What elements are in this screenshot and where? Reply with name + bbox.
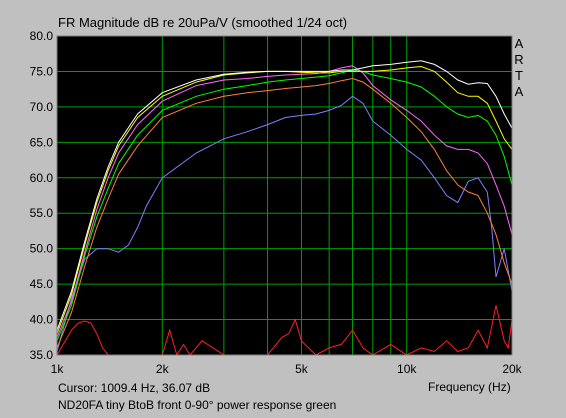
x-tick-label: 20k <box>502 362 522 376</box>
series-line <box>57 95 512 352</box>
cursor-readout: Cursor: 1009.4 Hz, 36.07 dB <box>58 381 211 395</box>
series-line <box>57 65 512 338</box>
y-tick-label: 60.0 <box>30 171 54 185</box>
y-tick-label: 40.0 <box>30 313 54 327</box>
series-line <box>57 69 512 341</box>
plot-background <box>57 36 512 355</box>
x-tick-label: 10k <box>397 362 417 376</box>
x-tick-label: 1k <box>51 362 65 376</box>
plot-border <box>56 35 513 356</box>
y-tick-label: 75.0 <box>30 64 54 78</box>
chart-caption: ND20FA tiny BtoB front 0-90° power respo… <box>58 398 337 412</box>
y-tick-label: 35.0 <box>30 348 54 362</box>
y-tick-label: 65.0 <box>30 135 54 149</box>
x-tick-label: 5k <box>295 362 309 376</box>
brand-logo: A R T A <box>514 36 524 100</box>
series-line <box>57 60 512 331</box>
y-tick-label: 50.0 <box>30 242 54 256</box>
brand-letter: A <box>514 84 524 99</box>
brand-letter: R <box>514 52 524 67</box>
brand-letter: A <box>514 36 524 51</box>
y-tick-label: 70.0 <box>30 100 54 114</box>
chart-title: FR Magnitude dB re 20uPa/V (smoothed 1/2… <box>58 15 348 30</box>
series-line <box>57 65 512 334</box>
series-group <box>57 60 512 355</box>
x-tick-label: 2k <box>156 362 170 376</box>
y-tick-label: 80.0 <box>30 29 54 43</box>
series-line <box>57 77 512 349</box>
series-line <box>57 305 512 355</box>
y-tick-label: 45.0 <box>30 277 54 291</box>
x-axis-title: Frequency (Hz) <box>428 380 511 394</box>
y-tick-label: 55.0 <box>30 206 54 220</box>
brand-letter: T <box>515 68 523 83</box>
